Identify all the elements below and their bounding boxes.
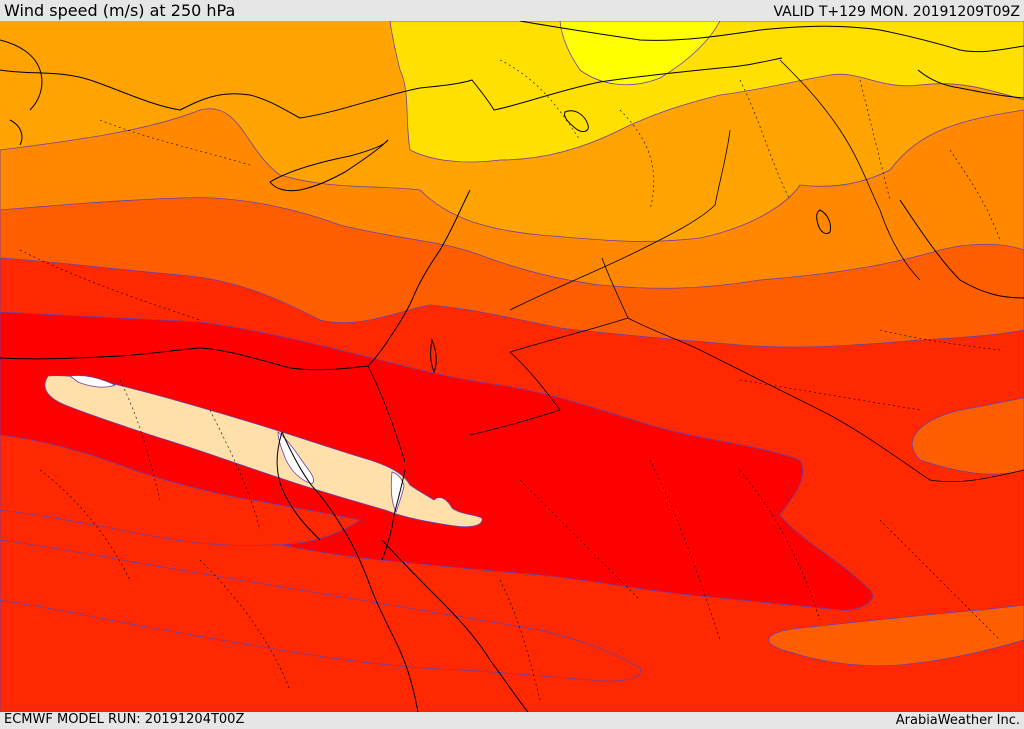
band-jet-max-aqaba	[390, 471, 405, 514]
credit: ArabiaWeather Inc.	[895, 713, 1020, 728]
band-jet-max-west	[68, 375, 117, 388]
red-sea-east	[381, 539, 529, 712]
gulf-suez-west	[276, 431, 321, 541]
lake-urmia	[816, 209, 831, 235]
black-sea-coast	[519, 21, 1024, 53]
dead-sea	[430, 338, 437, 374]
jordan-saudi-border	[469, 317, 629, 436]
band-yellow-bright	[559, 21, 721, 86]
band-orange-red-east	[911, 397, 1024, 475]
band-red-orange-south	[0, 434, 362, 547]
wind-speed-bands	[0, 21, 1024, 712]
persian-gulf	[899, 199, 1024, 299]
band-yellow	[389, 21, 1024, 163]
band-jet-core	[44, 375, 483, 528]
top-bar: Wind speed (m/s) at 250 hPa VALID T+129 …	[0, 0, 1024, 22]
gulf-aqaba	[381, 469, 406, 561]
iran-iraq-border	[779, 59, 921, 281]
borders	[367, 59, 1024, 483]
model-run: ECMWF MODEL RUN: 20191204T00Z	[4, 712, 245, 727]
sinai-gulf-suez	[281, 431, 419, 712]
lake-van	[564, 110, 589, 133]
band-orange-red-se	[768, 604, 1024, 667]
levant-coast	[367, 189, 471, 367]
egypt-sudan-border	[367, 365, 406, 463]
turkey-coast	[0, 57, 783, 119]
egypt-coast	[0, 347, 369, 371]
cyprus	[269, 139, 389, 192]
bottom-bar: ECMWF MODEL RUN: 20191204T00Z ArabiaWeat…	[0, 712, 1024, 729]
band-jet-max-sinai	[277, 431, 314, 485]
syria-iraq-border	[509, 129, 731, 311]
coastlines	[0, 21, 1024, 712]
dotted-provinces	[19, 59, 1001, 701]
map-title: Wind speed (m/s) at 250 hPa	[4, 1, 236, 20]
valid-time: VALID T+129 MON. 20191209T09Z	[773, 4, 1020, 20]
caspian	[917, 69, 1024, 99]
aegean-islands	[0, 39, 43, 146]
wind-speed-map	[0, 21, 1024, 712]
